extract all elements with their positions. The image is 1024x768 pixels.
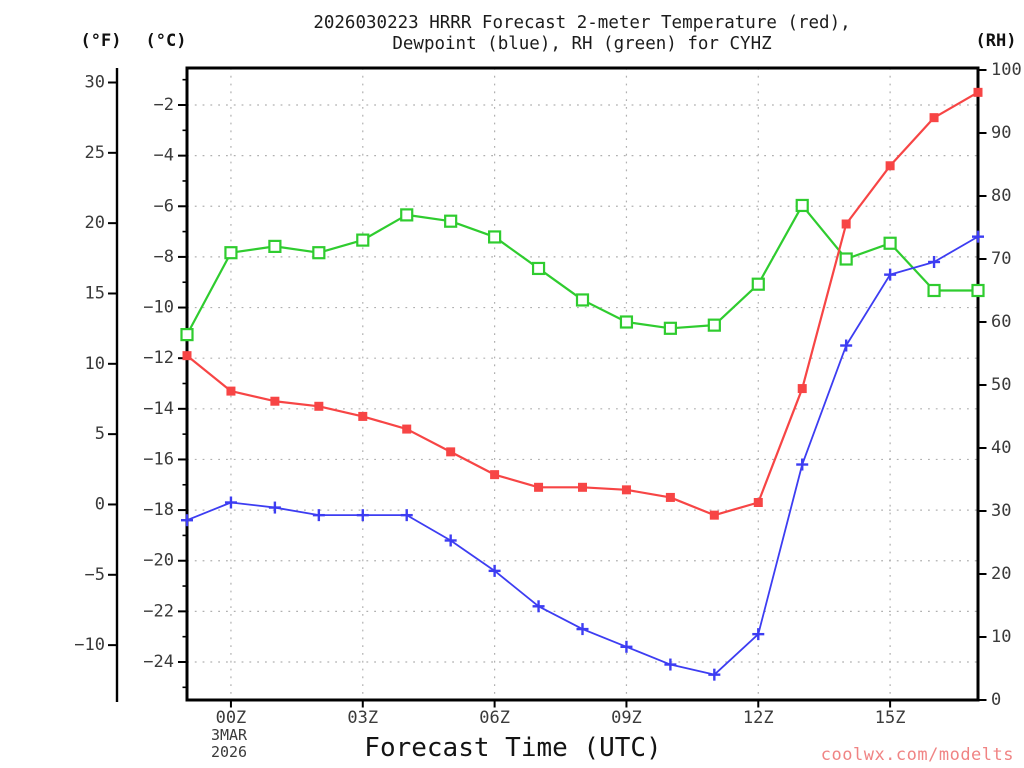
chart-title-line2: Dewpoint (blue), RH (green) for CYHZ [392, 34, 772, 54]
fahrenheit-axis-unit-label: (°F) [80, 31, 122, 51]
series-temperature-marker [270, 396, 280, 406]
rh-tick-label: 100 [991, 60, 1022, 80]
celsius-tick-label: −2 [154, 95, 174, 115]
series-rh-marker [268, 239, 282, 253]
chart-title: 2026030223 HRRR Forecast 2-meter Tempera… [313, 13, 850, 55]
series-temperature-marker [534, 482, 544, 492]
series-rh-marker [180, 328, 194, 342]
rh-tick-label: 40 [991, 438, 1011, 458]
time-tick-label: 03Z [347, 708, 378, 728]
series-rh-marker [663, 321, 677, 335]
rh-tick-label: 0 [991, 690, 1001, 710]
fahrenheit-tick-label: −5 [85, 565, 105, 585]
series-rh-marker [400, 208, 414, 222]
series-temperature-marker [885, 161, 895, 171]
series-temperature-marker [709, 510, 719, 520]
chart-title-line1: 2026030223 HRRR Forecast 2-meter Tempera… [313, 13, 851, 33]
series-rh-line [186, 204, 978, 336]
series-temperature-marker [841, 219, 851, 229]
celsius-tick-label: −14 [143, 399, 174, 419]
series-rh-marker [883, 236, 897, 250]
series-rh-marker [488, 230, 502, 244]
series-temperature-marker [621, 485, 631, 495]
rh-tick-label: 60 [991, 312, 1011, 332]
celsius-tick-label: −20 [143, 551, 174, 571]
celsius-tick-label: −12 [143, 348, 174, 368]
plot-border [185, 66, 980, 702]
series-rh-marker [575, 293, 590, 307]
series-rh-marker [224, 246, 238, 260]
fahrenheit-tick-label: −10 [74, 635, 105, 655]
rh-tick-label: 70 [991, 249, 1011, 269]
series-temperature-marker [753, 497, 763, 507]
time-tick-label: 15Z [875, 708, 906, 728]
series-temperature-marker [973, 87, 983, 97]
series-temperature-marker [226, 386, 236, 396]
time-tick-label: 00Z [216, 708, 247, 728]
series-temperature-marker [578, 482, 587, 492]
rh-tick-label: 20 [991, 564, 1011, 584]
series-rh-marker [356, 233, 370, 247]
series-temperature-marker [490, 470, 500, 480]
rh-tick-label: 30 [991, 501, 1011, 521]
time-tick-label: 09Z [611, 708, 642, 728]
rh-tick-label: 50 [991, 375, 1011, 395]
series-rh-marker [531, 261, 546, 276]
rh-tick-label: 90 [991, 123, 1011, 143]
watermark-link[interactable]: coolwx.com/modelts [820, 745, 1014, 765]
celsius-tick-label: −24 [143, 652, 174, 672]
series-temperature-marker [314, 401, 324, 411]
series-temperature-marker [402, 424, 412, 434]
series-temperature-marker [797, 384, 807, 394]
celsius-tick-label: −18 [143, 500, 174, 520]
series-temperature-marker [358, 411, 368, 421]
start-date-year: 2026 [210, 742, 248, 761]
celsius-tick-label: −10 [143, 298, 174, 318]
series-temperature-marker [665, 492, 675, 502]
series-rh-marker [707, 318, 721, 332]
series-rh-marker [839, 252, 853, 266]
series-rh-marker [795, 198, 809, 213]
celsius-tick-label: −4 [154, 146, 174, 166]
series-rh-marker [971, 283, 985, 298]
x-axis-title: Forecast Time (UTC) [364, 733, 662, 763]
series-rh-marker [927, 283, 941, 298]
series-rh-marker [751, 277, 765, 291]
celsius-axis-unit-label: (°C) [145, 31, 187, 51]
series-temperature-marker [182, 351, 192, 361]
start-date-day-month: 3MAR [210, 726, 248, 744]
rh-axis-unit-label: (RH) [975, 31, 1017, 51]
time-tick-label: 12Z [743, 708, 774, 728]
series-temperature-marker [929, 113, 939, 123]
series-rh-marker [444, 214, 458, 228]
fahrenheit-tick-label: 5 [95, 424, 105, 444]
time-tick-label: 06Z [479, 708, 510, 728]
fahrenheit-tick-label: 30 [85, 72, 105, 92]
series-rh-marker [312, 246, 326, 260]
fahrenheit-tick-label: 15 [85, 283, 105, 303]
start-date-label: 3MAR 2026 [211, 727, 247, 760]
fahrenheit-tick-label: 20 [85, 213, 105, 233]
series-rh-marker [619, 315, 634, 329]
celsius-tick-label: −6 [154, 196, 174, 216]
celsius-tick-label: −8 [154, 247, 174, 267]
rh-tick-label: 80 [991, 186, 1011, 206]
rh-tick-label: 10 [991, 627, 1011, 647]
series-temperature-marker [446, 447, 456, 457]
celsius-tick-label: −16 [143, 449, 174, 469]
fahrenheit-tick-label: 10 [85, 354, 105, 374]
fahrenheit-tick-label: 0 [95, 494, 105, 514]
celsius-tick-label: −22 [143, 601, 174, 621]
fahrenheit-tick-label: 25 [85, 143, 105, 163]
